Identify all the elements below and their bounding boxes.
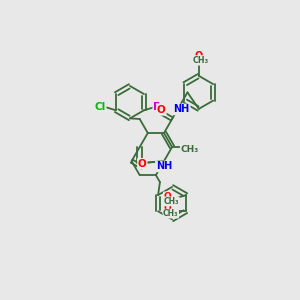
Text: CH₃: CH₃ xyxy=(163,209,178,218)
Text: NH: NH xyxy=(173,104,190,114)
Text: O: O xyxy=(157,105,166,115)
Text: Cl: Cl xyxy=(94,102,106,112)
Text: O: O xyxy=(164,192,172,201)
Text: O: O xyxy=(163,204,171,213)
Text: O: O xyxy=(138,159,147,169)
Text: F: F xyxy=(153,103,161,112)
Text: NH: NH xyxy=(156,161,172,171)
Text: CH₃: CH₃ xyxy=(181,146,199,154)
Text: CH₃: CH₃ xyxy=(192,56,208,65)
Text: O: O xyxy=(195,51,203,61)
Text: CH₃: CH₃ xyxy=(164,197,179,206)
